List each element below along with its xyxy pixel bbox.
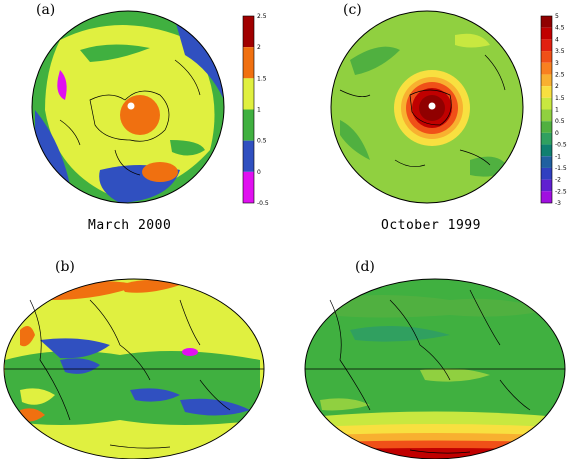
colorbar-a-swatch [243,78,254,110]
colorbar-c-swatch [541,109,552,122]
pole-marker-c [428,102,436,110]
colorbar-c-tick-label: 4.5 [555,25,565,32]
colorbar-c-swatch [541,86,552,98]
colorbar-c-swatch [541,62,552,75]
colorbar-c-swatch [541,121,552,133]
colorbar-c-tick-label: 3.5 [555,48,565,55]
colorbar-a-swatch [243,16,254,48]
caption-a: March 2000 [88,218,172,233]
colorbar-c-tick-label: -1.5 [555,165,567,172]
colorbar-c-tick-label: 1 [555,107,559,114]
colorbar-a-tick-label: 0.5 [257,138,267,145]
colorbar-c-tick-label: 1.5 [555,95,565,102]
colorbar-c-tick-label: 3 [555,60,559,67]
colorbar-c-swatch [541,191,552,203]
colorbar-c-swatch [541,27,552,40]
colorbar-c-tick-label: 2 [555,83,559,90]
colorbar-c-swatch [541,167,552,180]
panel-label-d: (d) [355,259,375,275]
colorbar-c-swatch [541,132,552,145]
panel-label-c: (c) [343,2,362,18]
colorbar-c-swatch [541,156,552,168]
colorbar-c-tick-label: 5 [555,13,559,20]
colorbar-c-tick-label: 4 [555,36,559,43]
colorbar-c-tick-label: 0.5 [555,118,565,125]
colorbar-a-tick-label: 1.5 [257,75,267,82]
colorbar-c-swatch [541,144,552,157]
colorbar-a-swatch [243,47,254,79]
colorbar-c-tick-label: 2.5 [555,71,565,78]
colorbar-a-tick-label: 1 [257,107,261,114]
colorbar-a-tick-label: 2.5 [257,13,267,20]
colorbar-c-tick-label: -3 [555,200,561,207]
colorbar-a-tick-label: -0.5 [257,200,269,207]
colorbar-c-tick-label: -2.5 [555,188,567,195]
colorbar-a-swatch [243,171,254,203]
colorbar-c-tick-label: -2 [555,177,561,184]
colorbar-a-swatch [243,140,254,172]
colorbar-c-tick-label: -1 [555,153,561,160]
colorbar-c-tick-label: -0.5 [555,142,567,149]
colorbar-c-swatch [541,74,552,87]
colorbar-a-tick-label: 0 [257,169,261,176]
caption-c: October 1999 [381,218,481,233]
colorbar-a-tick-label: 2 [257,44,261,51]
panel-label-a: (a) [36,2,56,18]
colorbar-c-swatch [541,179,552,192]
colorbar-c-swatch [541,51,552,63]
pole-marker-a [127,102,135,110]
colorbar-c-swatch [541,39,552,52]
colorbar-c-tick-label: 0 [555,130,559,137]
colorbar-c-swatch [541,97,552,110]
colorbar-a-swatch [243,109,254,141]
panel-label-b: (b) [55,259,75,275]
colorbar-c-swatch [541,16,552,28]
